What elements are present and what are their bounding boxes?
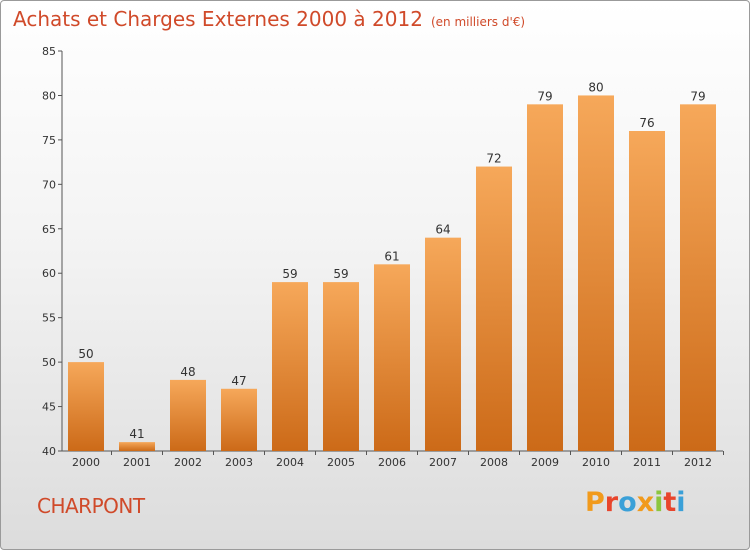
x-tick-label: 2004 bbox=[276, 456, 304, 469]
x-tick-label: 2006 bbox=[378, 456, 406, 469]
logo-letter: x bbox=[636, 487, 655, 518]
y-tick-label: 80 bbox=[42, 89, 56, 102]
bar bbox=[323, 282, 359, 451]
bar bbox=[629, 131, 665, 451]
bar bbox=[527, 104, 563, 451]
data-label: 80 bbox=[588, 80, 603, 94]
bar bbox=[272, 282, 308, 451]
data-label: 59 bbox=[333, 267, 348, 281]
y-tick-label: 50 bbox=[42, 356, 56, 369]
x-tick-label: 2008 bbox=[480, 456, 508, 469]
x-tick-label: 2007 bbox=[429, 456, 457, 469]
data-label: 48 bbox=[180, 365, 195, 379]
y-tick-label: 75 bbox=[42, 134, 56, 147]
bar bbox=[476, 166, 512, 452]
logo-letter: i bbox=[676, 487, 686, 518]
x-tick-label: 2012 bbox=[684, 456, 712, 469]
logo-letter: P bbox=[585, 487, 605, 518]
data-label: 79 bbox=[537, 89, 552, 103]
data-label: 50 bbox=[78, 347, 93, 361]
chart-title-text: Achats et Charges Externes 2000 à 2012 bbox=[13, 7, 423, 31]
bar bbox=[680, 104, 716, 451]
data-label: 61 bbox=[384, 249, 399, 263]
x-tick-label: 2001 bbox=[123, 456, 151, 469]
chart-subtitle: (en milliers d'€) bbox=[430, 15, 526, 29]
commune-name: CHARPONT bbox=[37, 494, 145, 518]
x-tick-label: 2000 bbox=[72, 456, 100, 469]
x-tick-label: 2009 bbox=[531, 456, 559, 469]
data-label: 59 bbox=[282, 267, 297, 281]
proxiti-logo: Proxiti bbox=[585, 487, 686, 518]
bar bbox=[425, 237, 461, 451]
data-label: 79 bbox=[690, 89, 705, 103]
logo-letter: i bbox=[654, 487, 664, 518]
data-label: 64 bbox=[435, 223, 450, 237]
data-label: 47 bbox=[231, 374, 246, 388]
x-tick-label: 2011 bbox=[633, 456, 661, 469]
y-tick-label: 60 bbox=[42, 267, 56, 280]
bar bbox=[221, 388, 257, 451]
data-label: 41 bbox=[129, 427, 144, 441]
x-tick-label: 2010 bbox=[582, 456, 610, 469]
bar bbox=[170, 379, 206, 451]
logo-letter: t bbox=[663, 487, 677, 518]
bar bbox=[578, 95, 614, 451]
bar bbox=[68, 362, 104, 451]
y-tick-label: 55 bbox=[42, 312, 56, 325]
y-tick-label: 85 bbox=[42, 45, 56, 58]
x-tick-label: 2002 bbox=[174, 456, 202, 469]
y-tick-label: 40 bbox=[42, 445, 56, 458]
logo-letter: o bbox=[618, 487, 637, 518]
bar bbox=[119, 442, 155, 451]
y-tick-label: 45 bbox=[42, 401, 56, 414]
y-tick-label: 70 bbox=[42, 178, 56, 191]
bar bbox=[374, 264, 410, 451]
bars: 50 41 48 47 59 59 61 64 72 79 80 76 79 bbox=[68, 80, 716, 452]
y-tick-label: 65 bbox=[42, 223, 56, 236]
x-tick-label: 2003 bbox=[225, 456, 253, 469]
x-tick-label: 2005 bbox=[327, 456, 355, 469]
axes: 40 45 50 55 60 65 70 75 80 85 2000 2001 2002 2003 2004… bbox=[42, 45, 724, 469]
data-label: 76 bbox=[639, 116, 654, 130]
logo-letter: r bbox=[604, 487, 619, 518]
chart-title: Achats et Charges Externes 2000 à 2012 (e… bbox=[13, 7, 525, 31]
data-label: 72 bbox=[486, 152, 501, 166]
